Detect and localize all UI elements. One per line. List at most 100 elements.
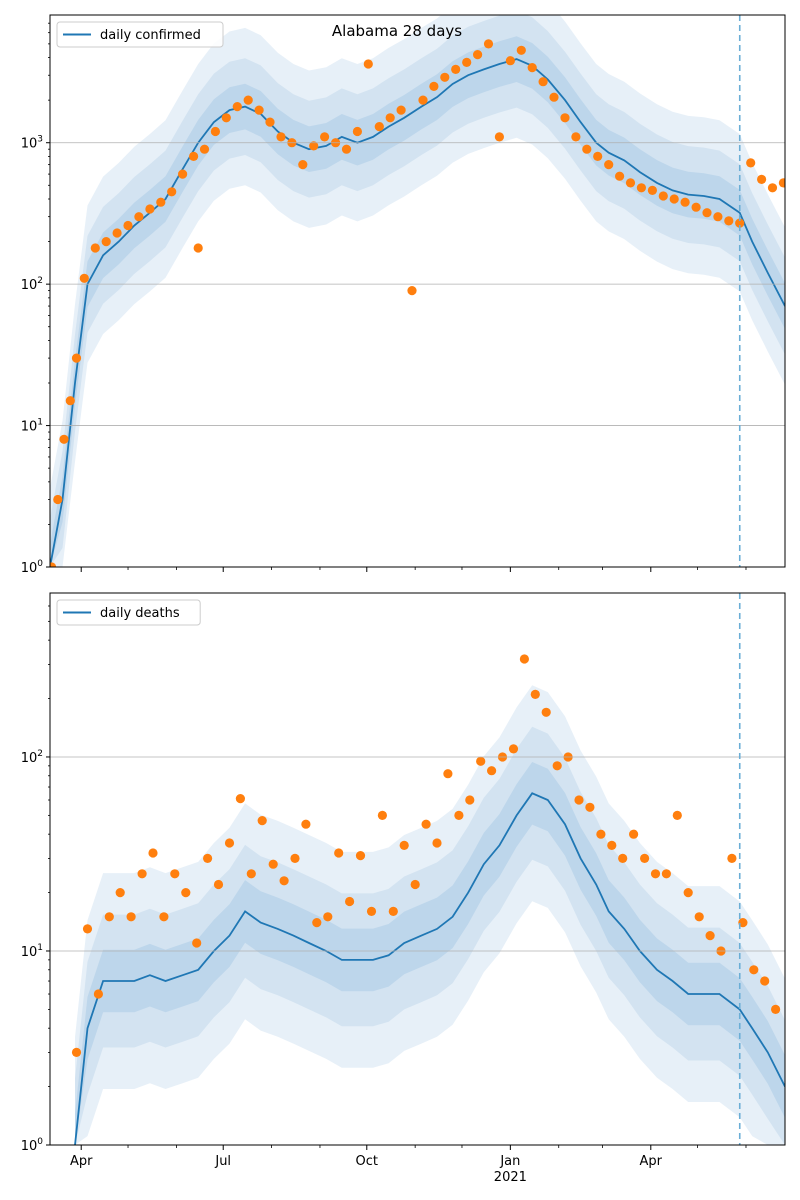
series-line-daily-deaths (74, 792, 785, 1145)
data-point (221, 113, 231, 123)
data-point (454, 810, 464, 821)
data-point (596, 829, 606, 839)
data-point (265, 117, 275, 127)
data-point (672, 810, 682, 821)
plot-area (71, 654, 785, 1145)
data-point (735, 218, 745, 228)
data-point (137, 869, 147, 879)
data-point (159, 912, 169, 922)
data-point (189, 151, 199, 161)
data-point (345, 896, 355, 907)
data-point (429, 81, 439, 91)
data-point (257, 816, 267, 826)
data-point (341, 144, 352, 154)
data-point (418, 95, 428, 105)
legend-box (56, 599, 201, 626)
data-point (396, 105, 406, 115)
data-point (691, 202, 701, 212)
data-point (199, 144, 210, 154)
band-inner (50, 36, 785, 567)
x-tick-label: Apr (640, 1154, 663, 1169)
data-point (323, 912, 333, 922)
data-point (443, 769, 453, 779)
data-point (156, 197, 166, 207)
data-point (527, 63, 537, 73)
data-point (636, 183, 647, 193)
data-point (615, 171, 625, 181)
data-point (301, 819, 311, 829)
data-point (530, 689, 540, 700)
data-point (549, 92, 559, 102)
data-point (487, 766, 497, 776)
data-point (268, 859, 278, 869)
data-point (181, 888, 191, 898)
data-point (298, 160, 308, 170)
data-point (388, 906, 398, 917)
data-point (178, 169, 188, 179)
y-tick-label: 100 (21, 1137, 44, 1154)
data-point (771, 1004, 781, 1015)
x-tick-label: Oct (356, 1154, 378, 1169)
confirmed-panel: 100 101 102 103 daily confirmed (21, 14, 786, 576)
data-point (352, 126, 362, 137)
legend-box (56, 21, 224, 48)
data-point (607, 840, 617, 851)
data-point (746, 158, 756, 168)
data-point (713, 212, 723, 222)
data-point (494, 132, 504, 142)
data-point (640, 853, 650, 864)
data-point (462, 57, 472, 67)
data-point (508, 744, 519, 754)
data-point (574, 795, 584, 805)
data-point (702, 208, 712, 218)
data-point (757, 174, 767, 184)
data-point (767, 183, 778, 193)
data-point (82, 924, 93, 934)
data-point (727, 853, 737, 864)
data-point (410, 879, 420, 890)
data-point (126, 912, 136, 922)
y-tick-label: 102 (21, 276, 43, 293)
data-point (112, 228, 122, 238)
data-point (104, 912, 114, 922)
data-point (279, 876, 289, 886)
data-point (516, 45, 526, 55)
data-point (618, 853, 628, 864)
data-point (246, 869, 256, 879)
data-point (571, 132, 581, 142)
data-point (538, 77, 548, 87)
data-point (366, 906, 377, 917)
data-point (192, 938, 202, 948)
data-point (760, 976, 770, 986)
data-point (552, 761, 562, 771)
data-point (254, 105, 264, 115)
legend-label: daily deaths (100, 606, 180, 621)
legend: daily confirmed (56, 21, 224, 48)
data-point (680, 197, 690, 207)
deaths-panel: 100 101 102 Apr Jul Oct Jan Apr 2021 daily deaths (21, 592, 786, 1185)
data-point (134, 212, 144, 222)
x-tick-label: Jul (214, 1154, 231, 1169)
data-point (778, 178, 785, 188)
data-point (235, 794, 245, 804)
data-point (203, 853, 213, 864)
data-point (661, 869, 672, 879)
data-point (334, 848, 344, 858)
legend-label: daily confirmed (100, 28, 201, 43)
data-point (650, 869, 661, 879)
data-point (71, 1047, 82, 1057)
data-point (585, 802, 595, 812)
data-point (407, 286, 417, 296)
data-point (399, 840, 409, 851)
data-point (193, 243, 203, 253)
data-point (79, 273, 89, 283)
data-point (582, 144, 592, 154)
y-tick-label: 100 (21, 559, 44, 576)
data-point (71, 353, 82, 363)
x-year-label: 2021 (494, 1170, 527, 1185)
data-point (50, 562, 57, 567)
data-point (440, 72, 450, 82)
data-point (738, 918, 748, 928)
band-inner (75, 762, 785, 1145)
